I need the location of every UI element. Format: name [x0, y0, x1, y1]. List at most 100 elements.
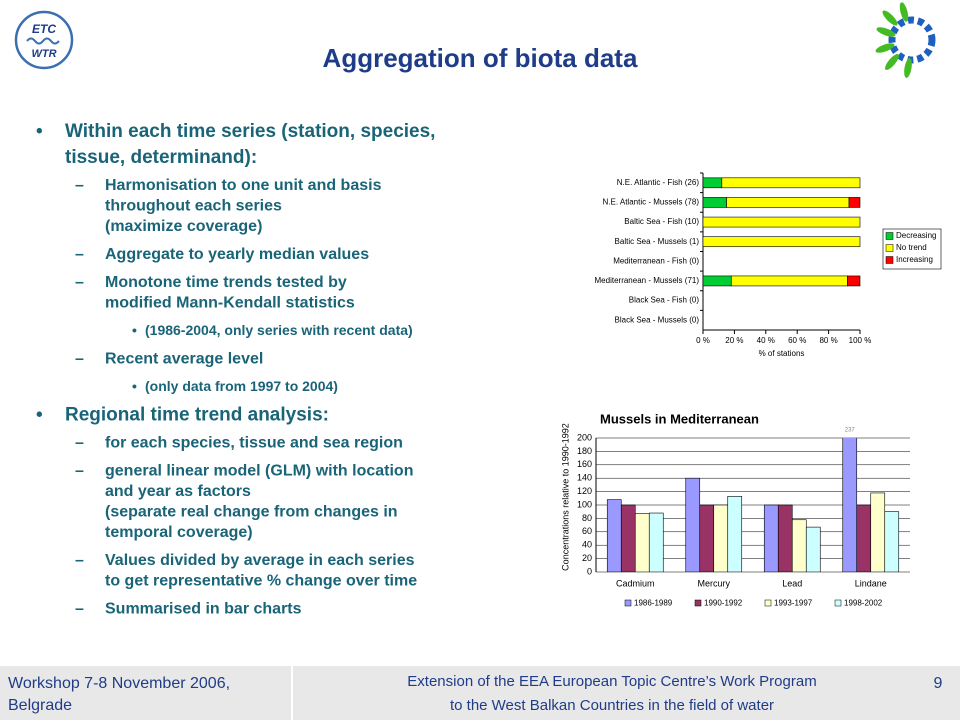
bullet-text: to get representative % change over time [105, 573, 417, 590]
x-tick-label: Lead [782, 578, 802, 588]
bar [713, 504, 729, 572]
y-tick-label: Black Sea - Fish (0) [629, 296, 700, 305]
bullet-text: Monotone time trends tested by [105, 274, 347, 291]
bar-segment [721, 177, 861, 189]
x-tick-label: 100 % [849, 336, 872, 345]
legend-swatch [834, 599, 842, 607]
etc-logo: ETC WTR [14, 10, 74, 70]
legend-label: 1990-1992 [704, 599, 743, 608]
bullet-marker: – [75, 351, 84, 368]
y-tick-label: 80 [582, 513, 592, 523]
bar-segment [726, 197, 850, 208]
y-tick-label: Mediterranean - Mussels (71) [595, 276, 700, 285]
x-tick-label: 0 % [696, 336, 710, 345]
bullet-marker: – [75, 435, 84, 452]
bar [791, 519, 807, 572]
bullet-marker: • [132, 322, 137, 338]
bar-segment [702, 197, 727, 208]
logo-wave [26, 37, 60, 45]
y-tick-label: Mediterranean - Fish (0) [613, 256, 699, 265]
bullet-text: Regional time trend analysis: [65, 405, 329, 426]
legend-swatch [885, 244, 894, 252]
y-tick-label: Black Sea - Mussels (0) [615, 315, 700, 324]
legend-label: 1993-1997 [774, 599, 813, 608]
y-tick-label: N.E. Atlantic - Mussels (78) [603, 198, 700, 207]
bullet-text: general linear model (GLM) with location [105, 463, 413, 480]
page-number: 9 [934, 675, 943, 692]
bullet-text: Aggregate to yearly median values [105, 246, 369, 263]
bar [763, 504, 779, 572]
bullet-text: (maximize coverage) [105, 218, 262, 235]
legend-label: Increasing [896, 255, 933, 264]
x-tick-label: 20 % [725, 336, 743, 345]
bar [648, 512, 664, 572]
x-tick-label: Cadmium [616, 578, 655, 588]
bar [606, 499, 622, 572]
x-tick-label: Mercury [697, 578, 730, 588]
bullet-marker: – [75, 463, 84, 480]
bullet-text: (only data from 1997 to 2004) [145, 378, 338, 394]
chart-title: Mussels in Mediterranean [600, 411, 759, 426]
bar [884, 511, 900, 572]
x-axis-label: % of stations [759, 349, 805, 358]
bar-segment [847, 275, 861, 287]
y-tick-label: 60 [582, 526, 592, 536]
bar [685, 477, 701, 572]
bar [620, 504, 636, 572]
bar-segment [848, 197, 861, 208]
y-tick-label: 100 [577, 499, 592, 509]
bar [856, 504, 872, 572]
legend-swatch [694, 599, 702, 607]
y-tick-label: 140 [577, 473, 592, 483]
legend-label: Decreasing [896, 231, 936, 240]
x-tick-label: Lindane [855, 578, 887, 588]
bullet-marker: – [75, 177, 84, 194]
bullet-text: Recent average level [105, 351, 263, 368]
bar [699, 504, 715, 572]
legend-swatch [624, 599, 632, 607]
bullet-marker: – [75, 246, 84, 263]
bullet-text: Summarised in bar charts [105, 601, 302, 618]
footer-band [0, 666, 960, 720]
data-label: 237 [845, 428, 856, 434]
y-tick-label: N.E. Atlantic - Fish (26) [617, 178, 700, 187]
x-tick-label: 80 % [819, 336, 837, 345]
legend-label: No trend [896, 243, 927, 252]
eea-logo [875, 2, 936, 78]
slide-title: Aggregation of biota data [323, 43, 638, 73]
bullet-marker: – [75, 274, 84, 291]
bullet-text: (separate real change from changes in [105, 504, 398, 521]
bar [805, 526, 821, 572]
legend-label: 1998-2002 [844, 599, 883, 608]
bar [842, 438, 858, 572]
bar-segment [730, 275, 848, 287]
logo-ring [888, 16, 936, 64]
mussels-chart: Mussels in Mediterranean Concentrations r… [560, 411, 910, 608]
x-tick-label: 40 % [757, 336, 775, 345]
bar [727, 495, 743, 572]
bullet-text: for each species, tissue and sea region [105, 435, 403, 452]
y-tick-label: Baltic Sea - Mussels (1) [615, 237, 700, 246]
bar-segment [702, 216, 861, 228]
bar [870, 492, 886, 572]
y-tick-label: Baltic Sea - Fish (10) [624, 217, 699, 226]
bar-segment [702, 236, 861, 247]
bullet-marker: • [132, 378, 137, 394]
bullet-marker: • [36, 405, 43, 426]
footer-center: to the West Balkan Countries in the fiel… [450, 697, 774, 714]
bar-segment [702, 177, 723, 189]
y-axis-label: Concentrations relative to 1990-1992 [560, 423, 570, 571]
bullet-text: modified Mann-Kendall statistics [105, 295, 355, 312]
legend-swatch [885, 232, 894, 240]
bullet-text: temporal coverage) [105, 524, 253, 541]
footer-left: Belgrade [8, 697, 72, 714]
bullet-list: • Within each time series (station, speci… [36, 121, 435, 618]
bar [777, 504, 793, 572]
logo-leaves [875, 2, 912, 78]
bullet-text: Harmonisation to one unit and basis [105, 177, 382, 194]
bullet-text: Values divided by average in each series [105, 552, 415, 569]
footer-center: Extension of the EEA European Topic Cent… [407, 673, 816, 690]
legend-swatch [885, 256, 894, 264]
